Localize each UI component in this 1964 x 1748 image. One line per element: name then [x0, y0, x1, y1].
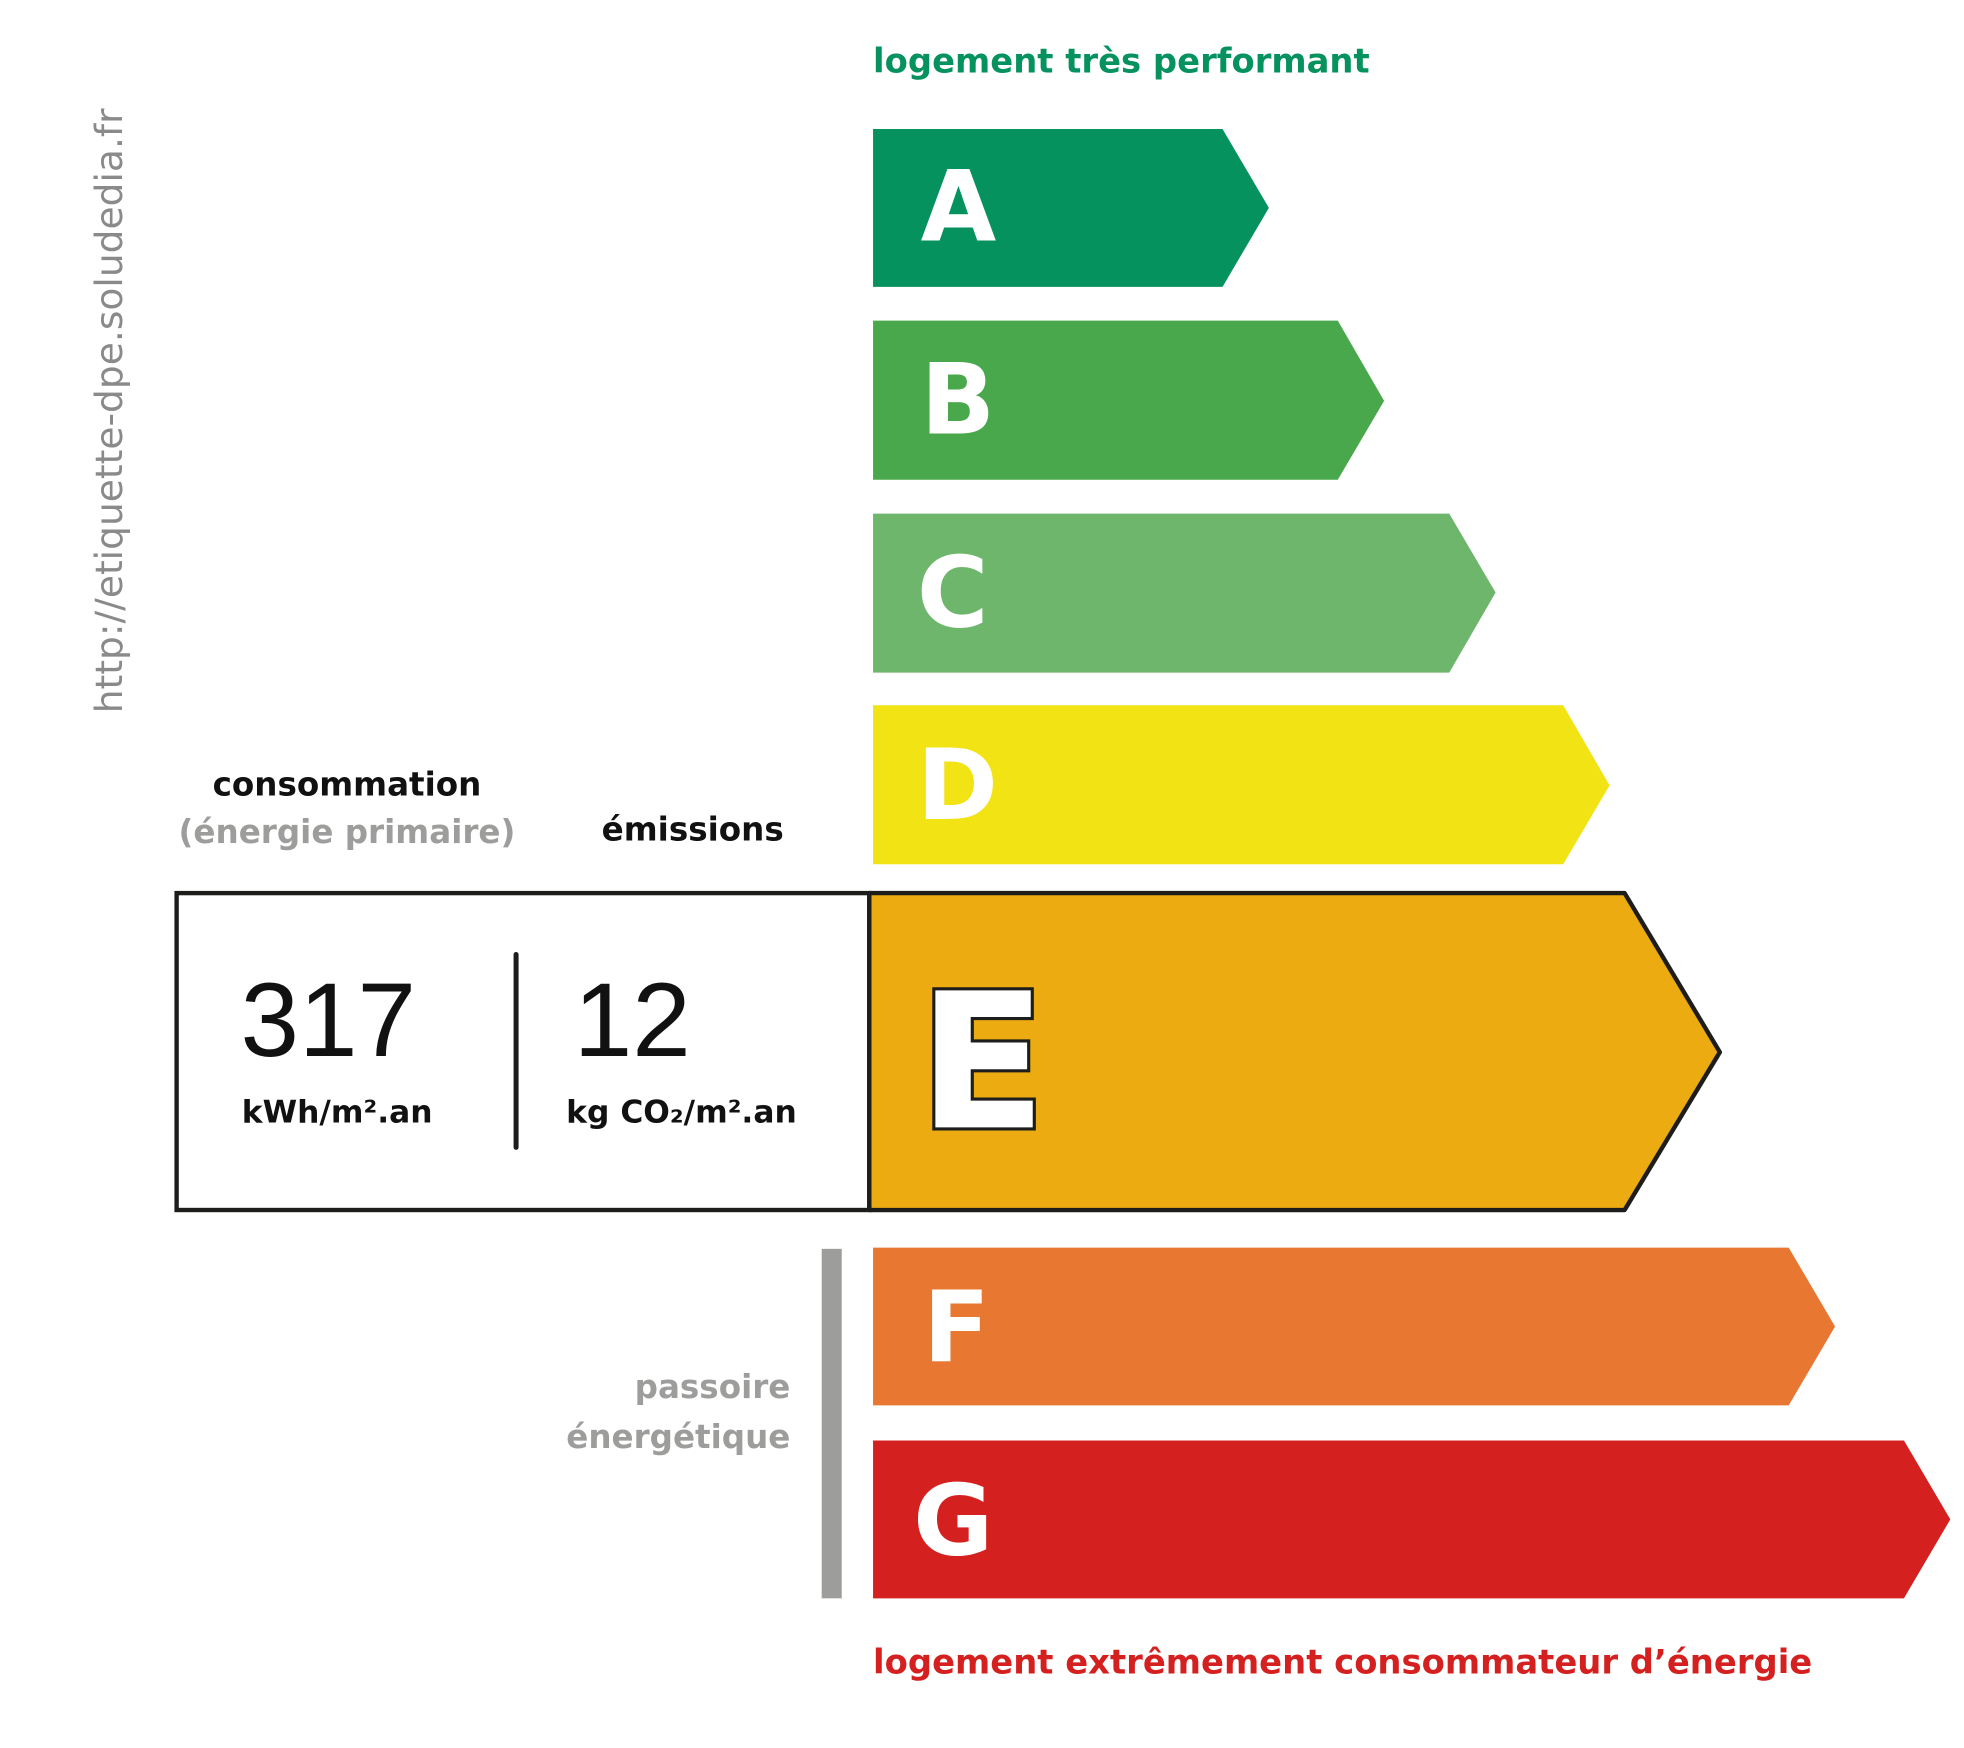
bar-c-letter: C	[917, 536, 989, 650]
bar-g-shape	[873, 1440, 1951, 1599]
emissions-value: 12	[573, 960, 691, 1079]
consumption-title: consommation	[212, 766, 482, 805]
bar-e-shape	[867, 890, 1723, 1213]
result-box: E	[174, 890, 1723, 1213]
class-bar-f: F	[873, 1247, 1836, 1406]
consumption-value: 317	[240, 960, 417, 1079]
bar-d-shape	[873, 705, 1610, 865]
bar-b-letter: B	[921, 343, 995, 457]
bar-f-shape	[873, 1247, 1836, 1406]
bar-b-shape	[873, 320, 1385, 480]
bottom-label: logement extrêmement consommateur d’éner…	[873, 1643, 1813, 1683]
class-bar-d: D	[873, 705, 1610, 865]
class-bar-c: C	[873, 513, 1496, 673]
passoire-line2: énergétique	[566, 1419, 791, 1457]
bar-d-letter: D	[917, 729, 998, 843]
bar-c-shape	[873, 513, 1496, 673]
consumption-subtitle: (énergie primaire)	[178, 814, 516, 852]
class-bar-b: B	[873, 320, 1385, 480]
class-bar-a: A	[873, 129, 1269, 287]
consumption-unit: kWh/m².an	[241, 1093, 433, 1130]
top-label: logement très performant	[873, 42, 1370, 82]
passoire-bracket	[821, 1248, 842, 1599]
emissions-title: émissions	[601, 811, 784, 850]
passoire-line1: passoire	[634, 1369, 791, 1407]
bar-a-letter: A	[921, 150, 997, 264]
bar-g-letter: G	[913, 1464, 993, 1578]
bar-a-shape	[873, 129, 1269, 287]
side-url: http://etiquette-dpe.soludedia.fr	[88, 108, 133, 714]
bar-e-letter: E	[918, 954, 1046, 1172]
class-bar-g: G	[873, 1440, 1951, 1599]
bar-f-letter: F	[923, 1272, 990, 1386]
emissions-unit: kg CO₂/m².an	[566, 1093, 797, 1130]
